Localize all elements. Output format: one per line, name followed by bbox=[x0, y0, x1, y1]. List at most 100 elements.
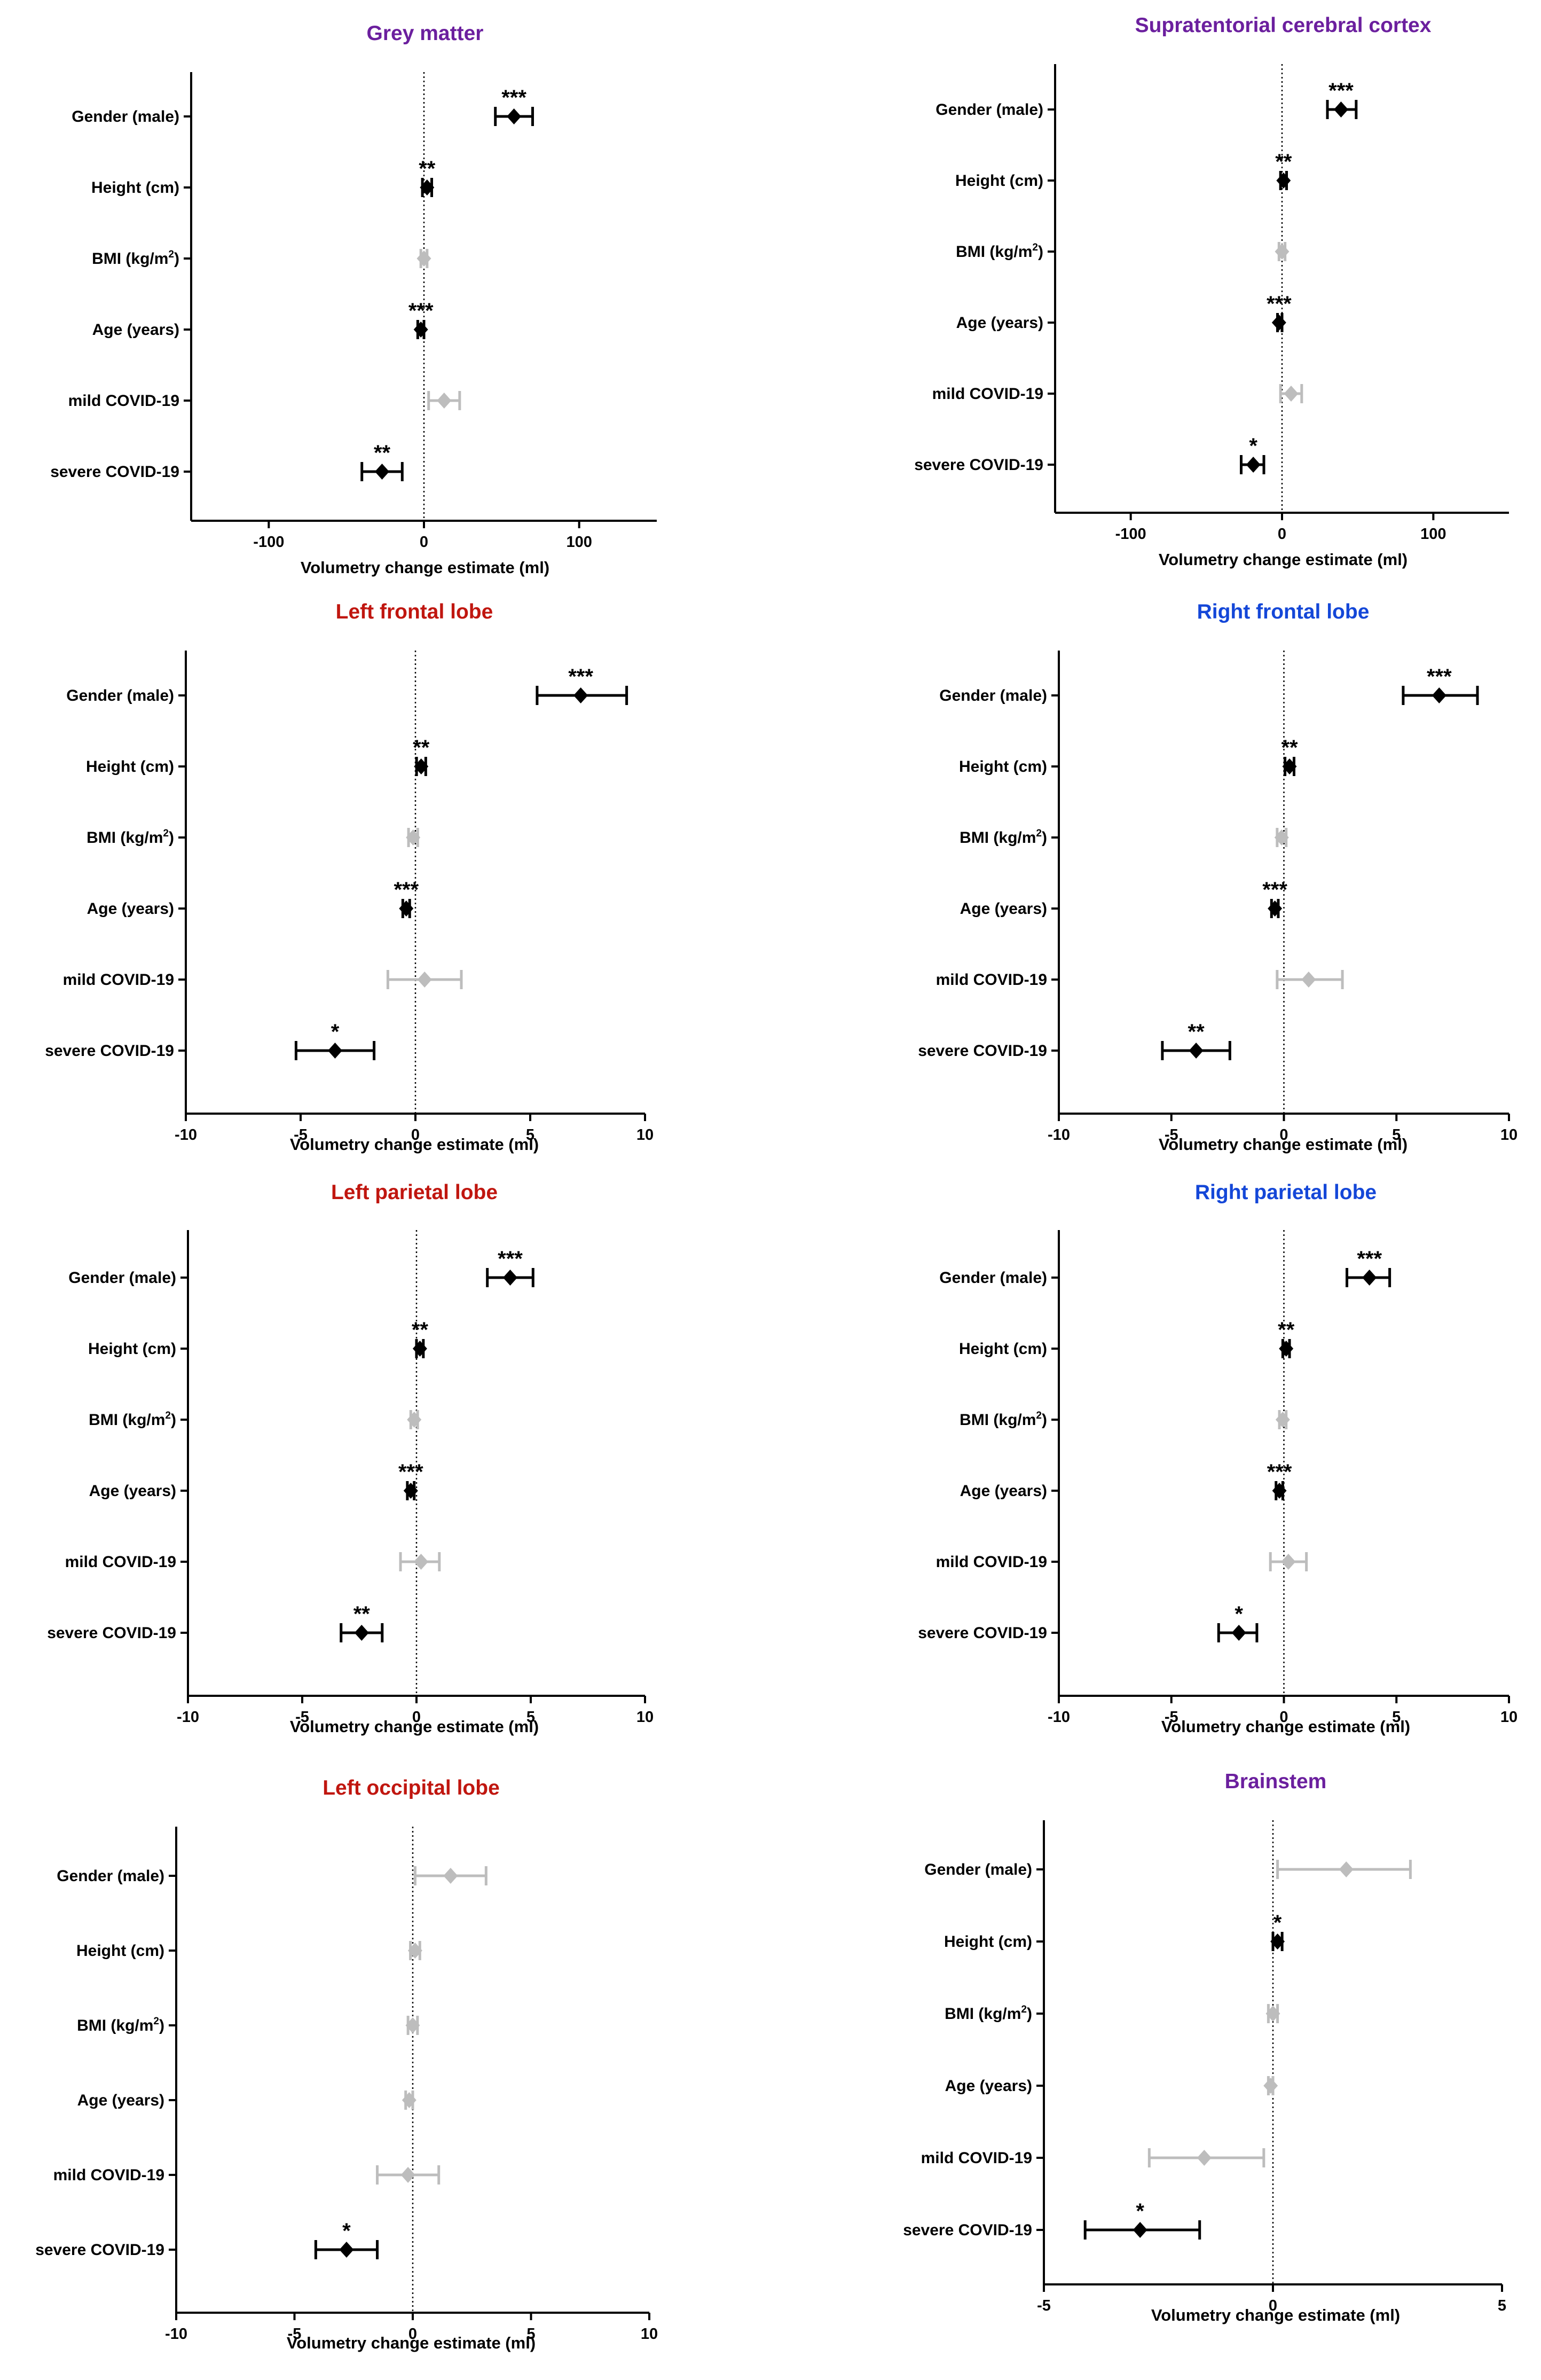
row-label: Height (cm) bbox=[944, 1933, 1032, 1951]
estimate-marker bbox=[1271, 315, 1286, 331]
chart-panel: Left frontal lobe -10 -5 0 5 10 Volumetry chan… bbox=[45, 600, 654, 1154]
estimate-marker bbox=[1334, 101, 1348, 118]
row-label: mild COVID-19 bbox=[53, 2166, 164, 2184]
chart-title: Left frontal lobe bbox=[336, 600, 493, 623]
x-tick-label: -10 bbox=[1048, 1709, 1070, 1726]
row-label: mild COVID-19 bbox=[936, 1553, 1047, 1571]
x-tick-label: -10 bbox=[165, 2326, 187, 2343]
row-label: BMI (kg/m2) bbox=[945, 2004, 1032, 2023]
estimate-marker bbox=[420, 179, 435, 195]
row-label: severe COVID-19 bbox=[918, 1042, 1047, 1060]
estimate-marker bbox=[1281, 1554, 1296, 1570]
significance-stars: *** bbox=[1328, 79, 1354, 103]
estimate-marker bbox=[1284, 386, 1299, 402]
x-tick-label: 100 bbox=[1420, 526, 1446, 543]
significance-stars: * bbox=[1235, 1602, 1243, 1626]
estimate-marker bbox=[413, 322, 428, 338]
x-axis-label: Volumetry change estimate (ml) bbox=[290, 1135, 539, 1154]
significance-stars: * bbox=[1249, 434, 1257, 458]
significance-stars: ** bbox=[374, 441, 391, 465]
x-tick-label: 0 bbox=[1278, 526, 1286, 543]
significance-stars: *** bbox=[1267, 1460, 1292, 1484]
estimate-marker bbox=[417, 972, 432, 988]
row-label: Height (cm) bbox=[955, 172, 1043, 190]
chart-title: Right parietal lobe bbox=[1195, 1181, 1377, 1204]
chart-title: Right frontal lobe bbox=[1197, 600, 1370, 623]
significance-stars: *** bbox=[568, 665, 593, 688]
x-tick-label: 10 bbox=[1500, 1126, 1518, 1144]
significance-stars: * bbox=[342, 2219, 351, 2243]
estimate-marker bbox=[1272, 1483, 1287, 1499]
x-tick-label: 0 bbox=[1279, 1709, 1288, 1726]
estimate-marker bbox=[403, 1483, 418, 1499]
row-label: Gender (male) bbox=[939, 1269, 1047, 1287]
significance-stars: *** bbox=[501, 86, 526, 109]
x-axis-label: Volumetry change estimate (ml) bbox=[301, 558, 549, 577]
row-label: mild COVID-19 bbox=[921, 2149, 1032, 2167]
estimate-marker bbox=[407, 1412, 422, 1428]
row-label: Gender (male) bbox=[57, 1867, 164, 1885]
x-tick-label: 10 bbox=[1500, 1709, 1518, 1726]
x-tick-label: 5 bbox=[1498, 2297, 1506, 2314]
row-label: severe COVID-19 bbox=[35, 2241, 164, 2259]
row-label: Height (cm) bbox=[959, 758, 1047, 776]
x-tick-label: -100 bbox=[253, 534, 284, 551]
chart-panel: Right parietal lobe -10 -5 0 5 10 Volumetry ch… bbox=[918, 1181, 1518, 1736]
estimate-marker bbox=[443, 1868, 458, 1884]
x-tick-label: -5 bbox=[1037, 2297, 1051, 2314]
row-label: mild COVID-19 bbox=[936, 971, 1047, 989]
row-label: severe COVID-19 bbox=[918, 1624, 1047, 1642]
x-tick-label: 10 bbox=[636, 1126, 654, 1144]
estimate-marker bbox=[1282, 758, 1297, 774]
significance-stars: ** bbox=[1188, 1020, 1205, 1044]
row-label: severe COVID-19 bbox=[903, 2221, 1032, 2239]
row-label: Age (years) bbox=[87, 900, 174, 918]
x-axis-label: Volumetry change estimate (ml) bbox=[1159, 550, 1408, 569]
significance-stars: *** bbox=[1262, 878, 1287, 902]
row-label: Height (cm) bbox=[86, 758, 174, 776]
chart-panel: Left parietal lobe -10 -5 0 5 10 Volumetry cha… bbox=[47, 1181, 654, 1736]
estimate-marker bbox=[375, 464, 390, 480]
estimate-marker bbox=[414, 758, 429, 774]
estimate-marker bbox=[502, 1270, 517, 1286]
estimate-marker bbox=[437, 393, 452, 409]
row-label: Age (years) bbox=[960, 900, 1047, 918]
estimate-marker bbox=[402, 2092, 416, 2108]
x-tick-label: 0 bbox=[1279, 1126, 1288, 1144]
significance-stars: ** bbox=[1275, 150, 1292, 174]
x-tick-label: 5 bbox=[526, 1709, 535, 1726]
estimate-marker bbox=[416, 250, 431, 267]
significance-stars: ** bbox=[1281, 736, 1298, 760]
row-label: Height (cm) bbox=[76, 1942, 164, 1960]
significance-stars: *** bbox=[1357, 1247, 1382, 1271]
x-tick-label: 10 bbox=[641, 2326, 658, 2343]
x-tick-label: 100 bbox=[566, 534, 592, 551]
row-label: severe COVID-19 bbox=[50, 463, 179, 481]
x-tick-label: -5 bbox=[1165, 1709, 1178, 1726]
significance-stars: *** bbox=[398, 1460, 423, 1484]
row-label: mild COVID-19 bbox=[932, 385, 1043, 403]
estimate-marker bbox=[328, 1043, 342, 1059]
significance-stars: * bbox=[331, 1020, 340, 1044]
x-tick-label: -5 bbox=[295, 1709, 309, 1726]
row-label: Gender (male) bbox=[66, 687, 174, 704]
estimate-marker bbox=[406, 829, 421, 845]
row-label: BMI (kg/m2) bbox=[77, 2016, 164, 2034]
chart-panel: Brainstem -5 0 5 Volumetry change estimate (… bbox=[903, 1770, 1506, 2324]
x-tick-label: 0 bbox=[420, 534, 428, 551]
row-label: BMI (kg/m2) bbox=[956, 242, 1043, 261]
estimate-marker bbox=[1362, 1270, 1377, 1286]
estimate-marker bbox=[1263, 2078, 1278, 2094]
chart-title: Brainstem bbox=[1225, 1770, 1327, 1793]
row-label: mild COVID-19 bbox=[68, 392, 179, 410]
chart-title: Left parietal lobe bbox=[331, 1181, 498, 1204]
significance-stars: * bbox=[1136, 2199, 1144, 2223]
row-label: mild COVID-19 bbox=[63, 971, 174, 989]
estimate-marker bbox=[507, 108, 522, 124]
estimate-marker bbox=[1279, 1341, 1294, 1357]
x-tick-label: 0 bbox=[412, 1709, 421, 1726]
chart-panel: Supratentorial cerebral cortex -100 0 100 Vo… bbox=[914, 14, 1509, 569]
estimate-marker bbox=[399, 901, 414, 917]
estimate-marker bbox=[1274, 829, 1289, 845]
